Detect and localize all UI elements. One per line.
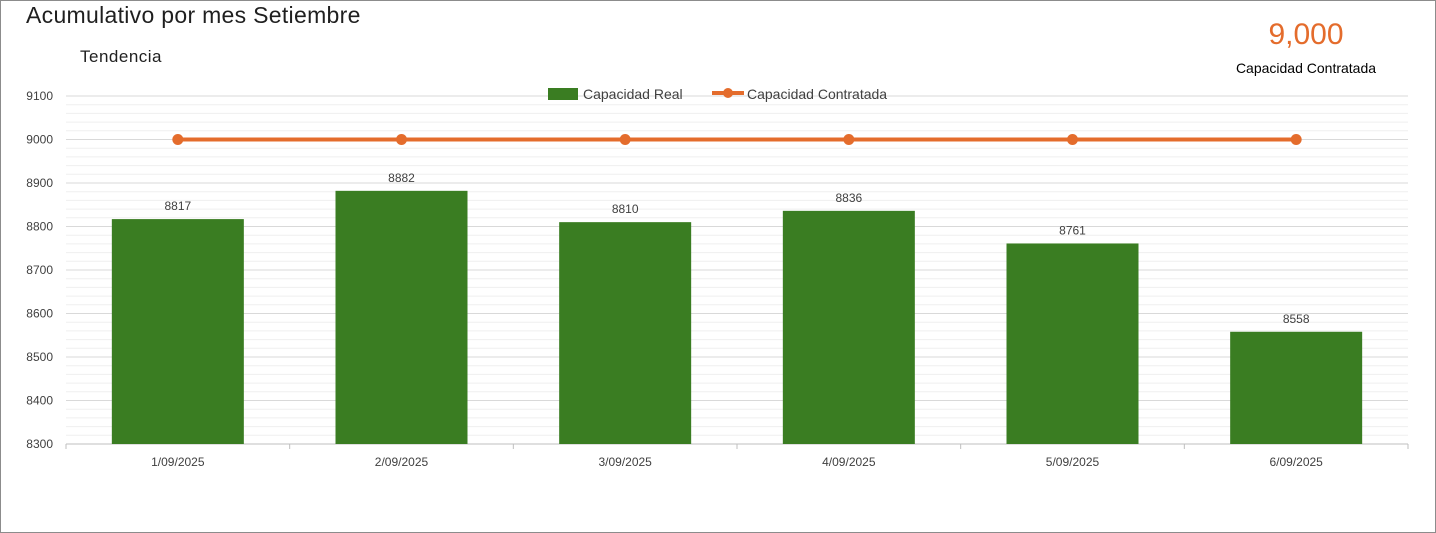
chart-subtitle: Tendencia xyxy=(80,47,163,66)
bar xyxy=(335,190,468,444)
chart-title: Acumulativo por mes Setiembre xyxy=(26,2,361,28)
bar-data-label: 8761 xyxy=(1059,223,1086,237)
y-tick-label: 8700 xyxy=(26,263,53,277)
bar xyxy=(111,219,244,444)
bar-data-label: 8882 xyxy=(388,171,415,185)
y-tick-label: 8500 xyxy=(26,350,53,364)
bar xyxy=(1230,331,1363,444)
legend-label-capacidad-contratada: Capacidad Contratada xyxy=(747,86,887,102)
bar-data-label: 8836 xyxy=(835,191,862,205)
y-tick-label: 8300 xyxy=(26,437,53,451)
line-point xyxy=(619,134,631,145)
bar xyxy=(559,222,692,444)
y-tick-label: 8800 xyxy=(26,220,53,234)
kpi-value: 9,000 xyxy=(1268,18,1344,51)
bar xyxy=(1006,243,1139,444)
y-tick-label: 8900 xyxy=(26,176,53,190)
bar-data-label: 8558 xyxy=(1283,312,1310,326)
x-tick-label: 4/09/2025 xyxy=(822,455,876,469)
line-point xyxy=(843,134,855,145)
legend-marker-capacidad-contratada xyxy=(723,88,733,98)
legend-label-capacidad-real: Capacidad Real xyxy=(583,86,683,102)
kpi-label: Capacidad Contratada xyxy=(1235,60,1377,76)
bar xyxy=(782,210,915,444)
bar-data-label: 8817 xyxy=(164,199,191,213)
line-point xyxy=(172,134,184,145)
line-point xyxy=(1067,134,1078,145)
x-tick-label: 1/09/2025 xyxy=(151,455,205,469)
x-tick-label: 2/09/2025 xyxy=(375,455,429,469)
y-tick-label: 9100 xyxy=(26,89,53,103)
minor-gridlines xyxy=(66,104,1408,436)
y-tick-label: 9000 xyxy=(26,133,53,147)
x-tick-label: 3/09/2025 xyxy=(598,455,652,469)
line-point xyxy=(396,134,407,145)
y-tick-label: 8600 xyxy=(26,307,53,321)
bar-series: 8817 1/09/2025 8882 2/09/2025 8810 3/09/2025 8… xyxy=(111,171,1363,469)
legend: Capacidad Real Capacidad Contratada xyxy=(548,86,887,102)
x-tick-label: 6/09/2025 xyxy=(1269,455,1323,469)
x-tick-label: 5/09/2025 xyxy=(1046,455,1100,469)
bar-data-label: 8810 xyxy=(612,202,639,216)
y-tick-label: 8400 xyxy=(26,394,53,408)
line-series xyxy=(172,134,1302,145)
legend-swatch-capacidad-real xyxy=(548,88,578,100)
line-point xyxy=(1290,134,1302,145)
